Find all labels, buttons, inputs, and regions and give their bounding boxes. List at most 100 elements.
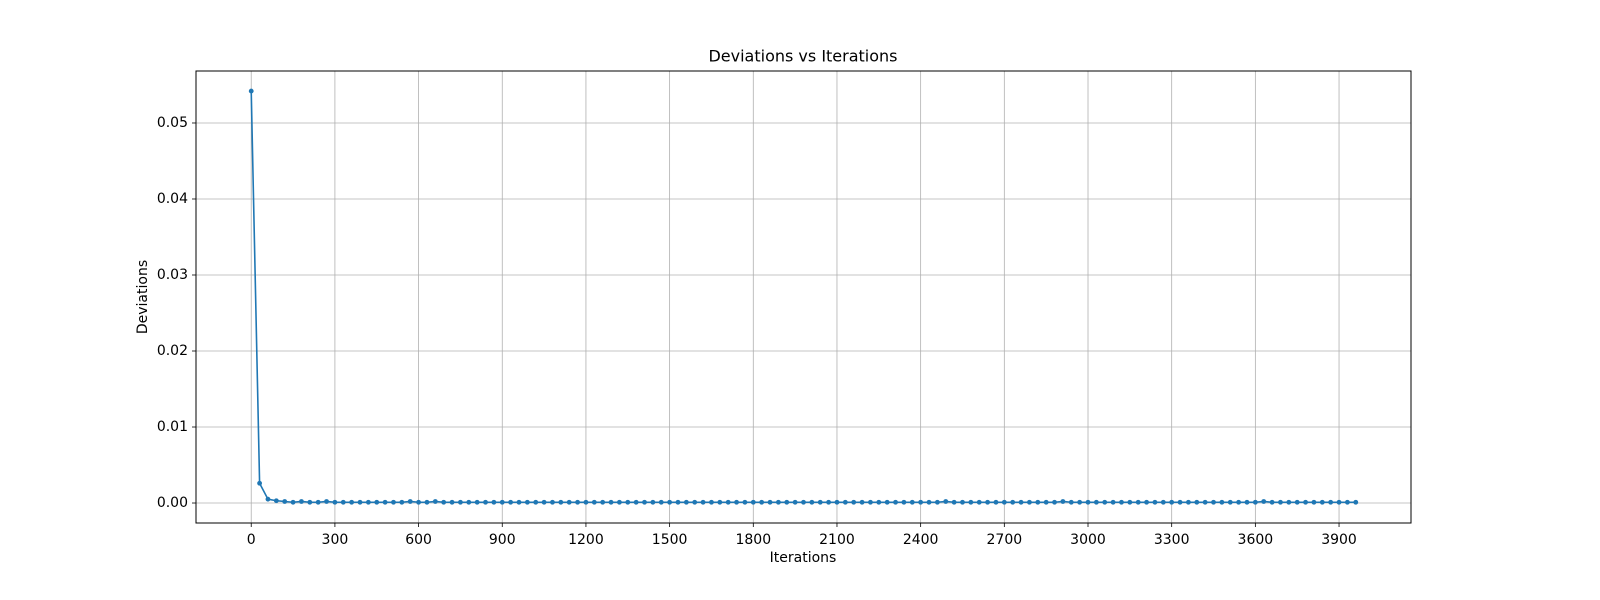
y-tick-label: 0.01 xyxy=(157,419,188,435)
x-tick-label: 3600 xyxy=(1238,532,1274,548)
data-point xyxy=(1303,499,1308,505)
data-point xyxy=(642,499,647,505)
data-point xyxy=(608,499,614,505)
data-point xyxy=(901,499,907,505)
data-point xyxy=(282,499,288,504)
data-point xyxy=(1169,499,1175,505)
data-point xyxy=(683,499,689,505)
data-point xyxy=(248,88,254,94)
data-point xyxy=(265,496,271,502)
data-point xyxy=(391,499,396,505)
data-point xyxy=(583,499,589,505)
data-point xyxy=(424,499,430,505)
data-point xyxy=(407,499,413,504)
x-tick-label: 0 xyxy=(247,532,256,548)
data-point xyxy=(1060,499,1066,504)
x-tick-label: 1500 xyxy=(652,532,688,548)
data-point xyxy=(750,499,756,505)
data-point xyxy=(842,499,848,505)
data-point xyxy=(918,499,924,505)
data-point xyxy=(976,499,982,505)
data-point xyxy=(985,499,990,505)
data-point xyxy=(441,499,447,505)
x-tick-label: 1200 xyxy=(568,532,604,548)
data-point xyxy=(1177,499,1183,505)
data-point xyxy=(1052,499,1057,505)
y-tick-label: 0.04 xyxy=(157,191,188,207)
data-point xyxy=(742,499,748,505)
data-point xyxy=(1043,499,1049,505)
data-point xyxy=(725,499,731,505)
data-point xyxy=(566,499,572,505)
y-tick-label: 0.03 xyxy=(157,267,188,283)
data-point xyxy=(558,499,564,505)
data-point xyxy=(1294,499,1300,505)
data-point xyxy=(1345,499,1350,505)
data-point xyxy=(951,499,957,505)
plot-area xyxy=(248,88,1359,505)
data-point xyxy=(1286,499,1292,505)
data-point xyxy=(1269,499,1275,505)
data-point xyxy=(884,499,890,505)
data-point xyxy=(993,499,999,505)
data-point xyxy=(1035,499,1041,505)
data-point xyxy=(1135,499,1141,505)
data-point xyxy=(332,499,338,505)
data-point xyxy=(1211,499,1216,505)
data-point xyxy=(432,499,438,504)
data-point xyxy=(1160,499,1166,505)
data-point xyxy=(533,499,539,505)
data-point xyxy=(1102,499,1108,505)
data-point xyxy=(374,499,380,505)
data-point xyxy=(1219,499,1225,505)
data-point xyxy=(541,499,547,505)
grid xyxy=(196,71,1411,523)
data-point xyxy=(600,499,606,505)
x-tick-label: 3900 xyxy=(1321,532,1357,548)
data-point xyxy=(508,499,514,505)
data-point xyxy=(775,499,781,505)
data-point xyxy=(290,499,296,505)
data-point xyxy=(767,499,773,505)
data-point xyxy=(1027,499,1032,505)
data-point xyxy=(784,499,790,505)
data-point xyxy=(675,499,681,505)
x-tick-label: 900 xyxy=(489,532,516,548)
data-point xyxy=(491,499,497,505)
data-point xyxy=(1227,499,1233,505)
y-tick-label: 0.00 xyxy=(157,495,188,511)
data-point xyxy=(876,499,882,505)
y-tick-label: 0.02 xyxy=(157,343,188,359)
data-point xyxy=(826,499,832,505)
x-tick-label: 2100 xyxy=(819,532,855,548)
data-point xyxy=(1194,499,1200,505)
data-point xyxy=(307,499,313,505)
data-point xyxy=(524,499,530,505)
data-point xyxy=(960,499,965,505)
data-point xyxy=(1093,499,1099,505)
data-point xyxy=(575,499,580,505)
data-point xyxy=(692,499,698,505)
data-point xyxy=(399,499,405,505)
data-point xyxy=(893,499,898,505)
data-point xyxy=(516,499,522,505)
data-point xyxy=(926,499,932,505)
data-point xyxy=(257,480,262,486)
data-point xyxy=(792,499,798,505)
data-point xyxy=(416,499,421,505)
data-point xyxy=(483,499,488,505)
data-point xyxy=(1152,499,1158,505)
data-point xyxy=(1336,499,1342,505)
x-tick-label: 3300 xyxy=(1154,532,1190,548)
data-point xyxy=(834,499,840,505)
data-point xyxy=(633,499,639,505)
data-point xyxy=(1144,499,1149,505)
data-point xyxy=(801,499,806,505)
data-point xyxy=(1278,499,1283,505)
data-point xyxy=(658,499,664,505)
data-point xyxy=(717,499,723,505)
data-point xyxy=(934,499,940,505)
x-tick-label: 3000 xyxy=(1070,532,1106,548)
data-point xyxy=(1186,499,1191,505)
